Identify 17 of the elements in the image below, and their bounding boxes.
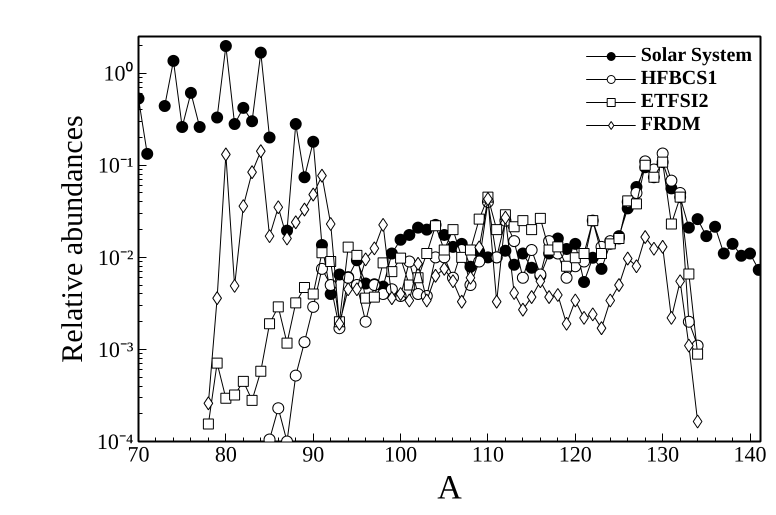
legend-label: ETFSI2 [640,90,708,113]
y-axis-title: Relative abundances [56,115,89,363]
legend-label: HFBCS1 [640,67,718,90]
y-tick-label: 10⁰ [104,60,134,86]
x-tick-label: 80 [214,442,237,466]
y-tick-label: 10⁻² [98,244,134,270]
y-tick-label: 10⁻³ [98,336,134,362]
x-tick-label: 110 [472,442,504,466]
y-tick-label: 10⁻¹ [98,152,134,178]
x-tick-label: 130 [646,442,680,466]
x-axis-title: A [437,470,462,506]
x-tick-label: 140 [734,442,767,466]
legend-label: Solar System [640,44,752,67]
legend-label: FRDM [640,113,701,136]
x-tick-label: 120 [558,442,592,466]
x-tick-label: 90 [302,442,324,466]
x-tick-label: 100 [384,442,418,466]
